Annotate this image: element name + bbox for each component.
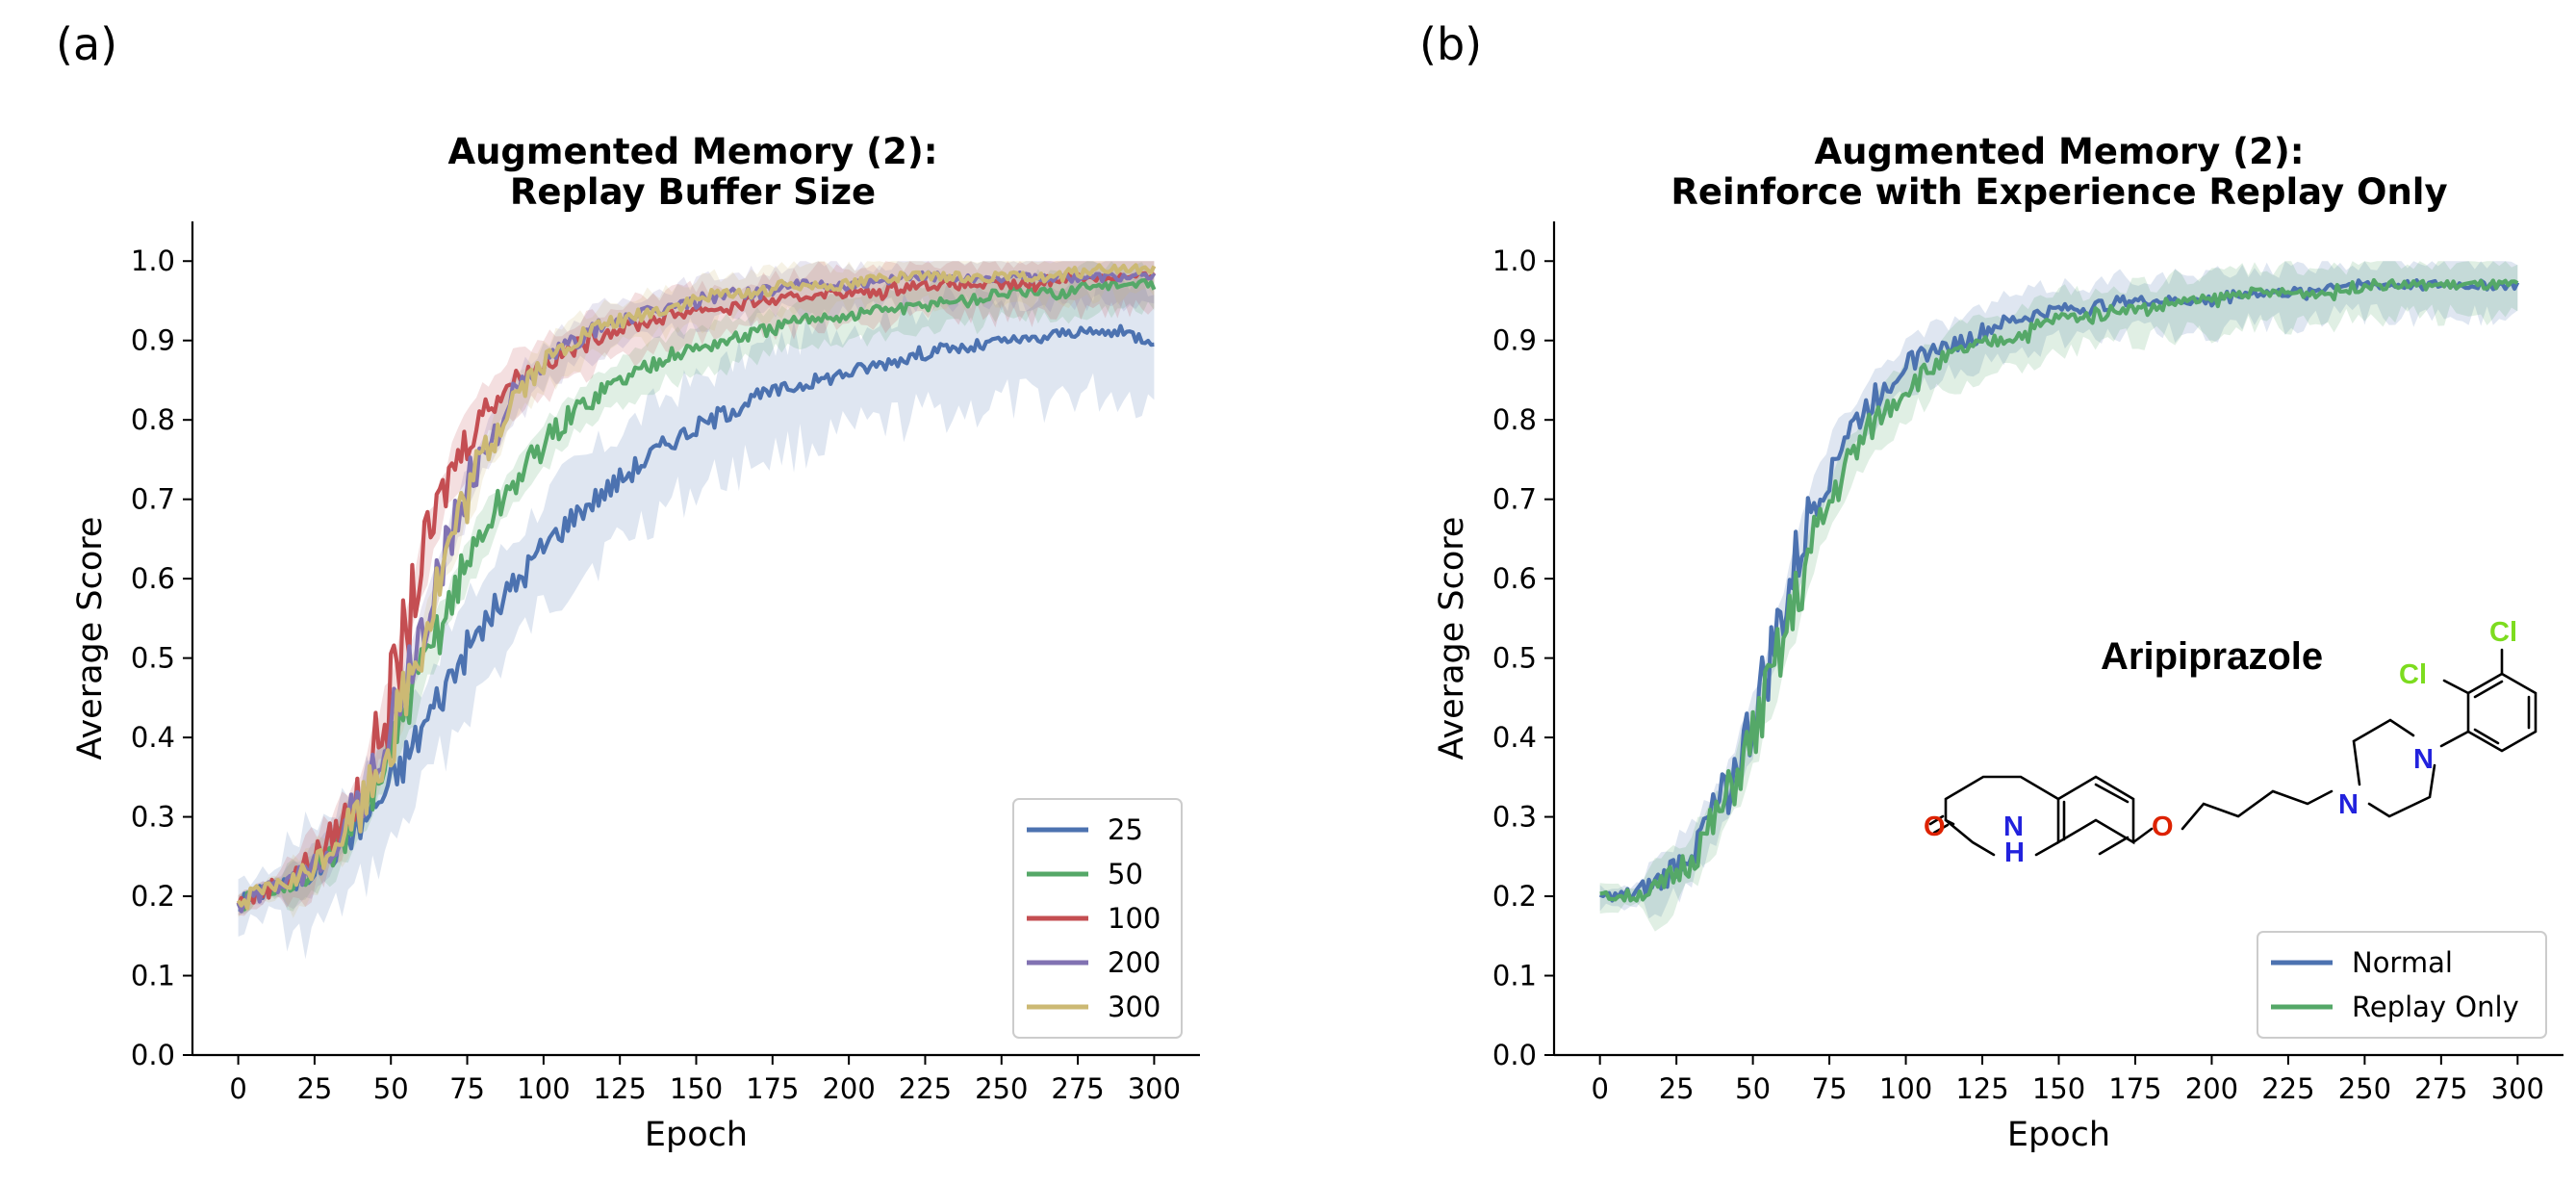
y-axis-label: Average Score bbox=[71, 517, 110, 760]
x-tick-label: 225 bbox=[899, 1072, 952, 1105]
chlorine-atom-2: Cl bbox=[2399, 659, 2427, 690]
y-tick-label: 0.0 bbox=[131, 1039, 175, 1071]
legend-box bbox=[1012, 798, 1183, 1039]
y-tick-label: 0.7 bbox=[131, 483, 175, 516]
y-tick-label: 0.3 bbox=[1492, 801, 1537, 834]
aripiprazole-structure: Aripiprazole Cl Cl N N O O N H bbox=[1924, 617, 2538, 868]
x-tick-label: 50 bbox=[373, 1072, 409, 1105]
nitrogen-atom-alkyl: N bbox=[2338, 789, 2359, 820]
x-tick-label: 100 bbox=[1879, 1072, 1932, 1105]
x-tick-label: 75 bbox=[1812, 1072, 1848, 1105]
x-tick-label: 25 bbox=[296, 1072, 332, 1105]
oxygen-atom-ether: O bbox=[2152, 811, 2174, 842]
x-tick-label: 0 bbox=[1591, 1072, 1608, 1105]
y-tick-label: 0.2 bbox=[131, 880, 175, 913]
x-tick-label: 250 bbox=[975, 1072, 1028, 1105]
x-tick-label: 125 bbox=[1955, 1072, 2008, 1105]
y-tick-label: 0.5 bbox=[1492, 642, 1537, 675]
y-tick-label: 0.4 bbox=[1492, 721, 1537, 754]
y-tick-label: 0.1 bbox=[131, 960, 175, 992]
legend-label-100: 100 bbox=[1108, 902, 1160, 935]
x-tick-label: 175 bbox=[746, 1072, 799, 1105]
series-band-100 bbox=[238, 261, 1155, 916]
x-tick-label: 200 bbox=[822, 1072, 875, 1105]
x-tick-label: 275 bbox=[1051, 1072, 1104, 1105]
nh-hydrogen: H bbox=[2004, 837, 2025, 868]
y-tick-label: 0.3 bbox=[131, 801, 175, 834]
y-tick-label: 0.0 bbox=[1492, 1039, 1537, 1071]
chlorine-atom-1: Cl bbox=[2489, 617, 2517, 648]
legend: 25 50 100 200 300 bbox=[1012, 798, 1183, 1039]
legend-label-normal: Normal bbox=[2352, 946, 2453, 979]
molecule-bonds bbox=[1928, 648, 2538, 857]
x-tick-label: 125 bbox=[594, 1072, 647, 1105]
y-tick-label: 0.5 bbox=[131, 642, 175, 675]
series-band-25 bbox=[238, 270, 1155, 960]
y-tick-label: 0.9 bbox=[1492, 324, 1537, 357]
x-tick-label: 25 bbox=[1659, 1072, 1695, 1105]
x-tick-label: 175 bbox=[2108, 1072, 2161, 1105]
y-tick-label: 0.9 bbox=[131, 324, 175, 357]
series-line-200 bbox=[236, 270, 1157, 914]
legend-box bbox=[2257, 931, 2547, 1039]
x-tick-label: 150 bbox=[670, 1072, 723, 1105]
y-axis-label: Average Score bbox=[1433, 517, 1471, 760]
series-line-replay-only bbox=[1599, 277, 2519, 903]
x-tick-label: 300 bbox=[2491, 1072, 2544, 1105]
x-tick-label: 300 bbox=[1128, 1072, 1181, 1105]
x-axis-label: Epoch bbox=[2007, 1116, 2110, 1154]
legend: Normal Replay Only bbox=[2257, 931, 2547, 1039]
x-tick-label: 50 bbox=[1735, 1072, 1771, 1105]
chart-replay-buffer-size: Augmented Memory (2):Replay Buffer Size 0… bbox=[71, 131, 1200, 1154]
x-tick-label: 0 bbox=[229, 1072, 246, 1105]
y-tick-label: 0.2 bbox=[1492, 880, 1537, 913]
series-line-300 bbox=[236, 263, 1157, 911]
x-tick-label: 225 bbox=[2261, 1072, 2314, 1105]
x-tick-label: 275 bbox=[2414, 1072, 2467, 1105]
chart-title-line-1: Augmented Memory (2): bbox=[1814, 131, 2304, 172]
legend-label-replay-only: Replay Only bbox=[2352, 991, 2519, 1023]
y-tick-label: 0.4 bbox=[131, 721, 175, 754]
y-tick-label: 0.8 bbox=[1492, 403, 1537, 436]
y-tick-label: 1.0 bbox=[1492, 245, 1537, 277]
legend-label-50: 50 bbox=[1108, 858, 1143, 890]
y-tick-label: 0.6 bbox=[131, 562, 175, 595]
x-axis-label: Epoch bbox=[645, 1116, 748, 1154]
legend-label-25: 25 bbox=[1108, 813, 1143, 846]
x-tick-label: 250 bbox=[2338, 1072, 2391, 1105]
panel-label-a: (a) bbox=[56, 18, 117, 70]
nitrogen-atom-aryl: N bbox=[2413, 744, 2434, 775]
series-line-100 bbox=[236, 270, 1156, 909]
x-tick-label: 200 bbox=[2185, 1072, 2238, 1105]
y-tick-label: 1.0 bbox=[131, 245, 175, 277]
series-band-normal bbox=[1599, 261, 2518, 919]
chart-title-line-2: Replay Buffer Size bbox=[510, 171, 876, 213]
panel-label-b: (b) bbox=[1419, 18, 1482, 70]
molecule-name: Aripiprazole bbox=[2101, 635, 2323, 678]
legend-label-200: 200 bbox=[1108, 946, 1160, 979]
x-tick-label: 100 bbox=[517, 1072, 570, 1105]
oxygen-atom-carbonyl: O bbox=[1924, 811, 1946, 842]
chart-title-line-1: Augmented Memory (2): bbox=[447, 131, 937, 172]
x-tick-label: 75 bbox=[449, 1072, 485, 1105]
series-line-25 bbox=[238, 323, 1155, 912]
nh-nitrogen: N bbox=[2003, 811, 2024, 842]
chart-replay-only: Augmented Memory (2):Reinforce with Expe… bbox=[1433, 131, 2563, 1154]
y-tick-label: 0.8 bbox=[131, 403, 175, 436]
y-tick-label: 0.1 bbox=[1492, 960, 1537, 992]
y-tick-label: 0.7 bbox=[1492, 483, 1537, 516]
chart-title-line-2: Reinforce with Experience Replay Only bbox=[1671, 171, 2447, 213]
legend-label-300: 300 bbox=[1108, 991, 1160, 1023]
y-tick-label: 0.6 bbox=[1492, 562, 1537, 595]
x-tick-label: 150 bbox=[2032, 1072, 2085, 1105]
